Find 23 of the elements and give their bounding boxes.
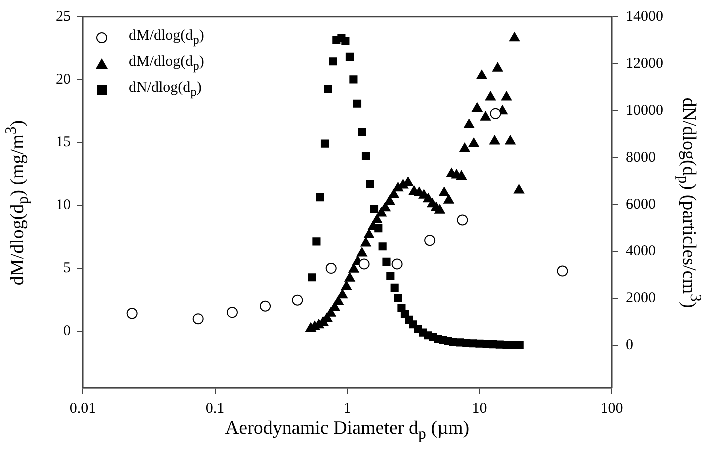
x-tick-label: 0.01: [70, 400, 96, 417]
y-tick-label: 10: [56, 198, 71, 214]
x-tick-label: 0.1: [206, 400, 225, 417]
x-tick-label: 10: [472, 400, 488, 417]
y2-tick-label: 10000: [626, 102, 664, 119]
y-tick-label: 0: [64, 323, 71, 340]
legend-label: dM/dlog(d$_{p}$): [129, 28, 204, 48]
y2-tick-label: 4000: [626, 244, 656, 260]
y-tick-label: 25: [56, 8, 71, 25]
legend-label: dM/dlog(d$_{p}$): [129, 54, 204, 74]
x-tick-label: 1: [344, 400, 352, 417]
legend-label: dN/dlog(d$_{p}$): [129, 80, 202, 100]
y2-tick-label: 8000: [626, 150, 656, 166]
y2-tick-label: 0: [626, 338, 634, 354]
y2-tick-label: 6000: [626, 196, 656, 213]
y2-tick-label: 2000: [626, 290, 656, 307]
y2-tick-label: 12000: [626, 56, 664, 72]
y2-tick-label: 14000: [626, 8, 664, 25]
y-tick-label: 20: [56, 72, 71, 88]
y-tick-label: 5: [64, 260, 71, 276]
x-tick-label: 100: [600, 400, 624, 417]
y-tick-label: 15: [56, 134, 71, 151]
x-axis-title: Aerodynamic Diameter d$_{p}$ (µm): [225, 418, 470, 444]
